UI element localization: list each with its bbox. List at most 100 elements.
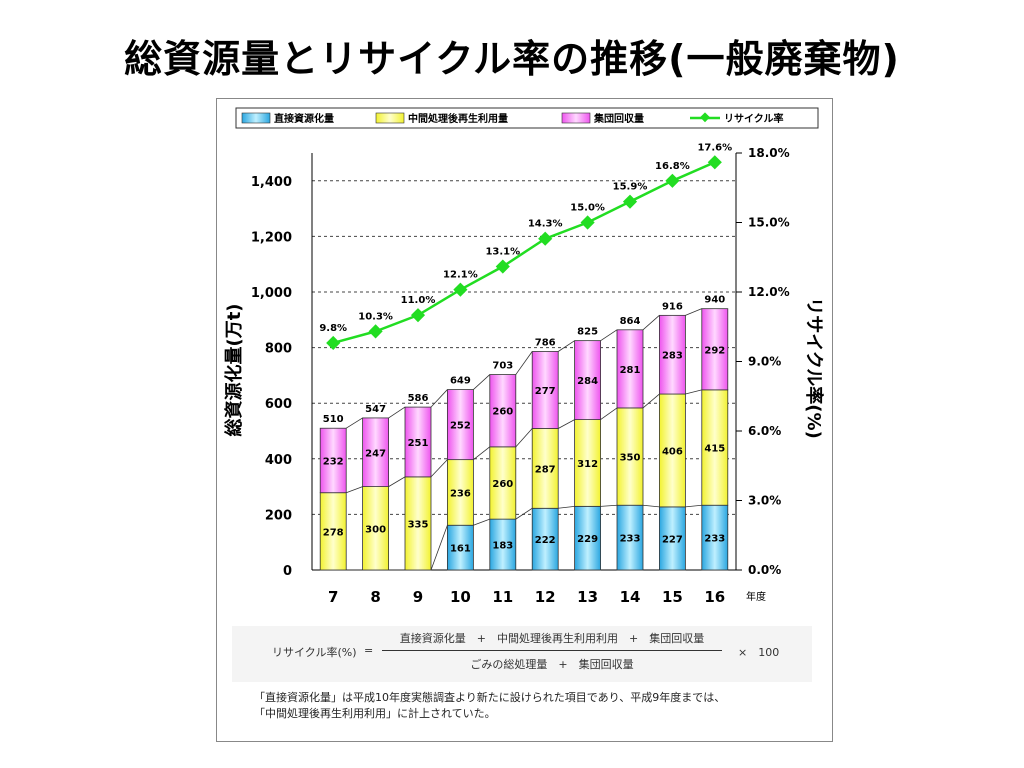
bar-segment [404, 406, 432, 478]
stack-connector [388, 476, 406, 487]
x-tick-label: 13 [577, 588, 598, 606]
bar-segment [659, 506, 686, 571]
y-tick-left: 1,000 [251, 286, 292, 301]
bar-segment [701, 389, 729, 506]
stack-connector [685, 308, 702, 316]
y-tick-right: 9.0% [748, 355, 781, 369]
stack-connector [642, 504, 660, 508]
y-axis-left-label: 総資源化量(万t) [223, 303, 245, 436]
bar-segment [531, 351, 559, 429]
formula-denominator: ごみの総処理量 + 集団回収量 [470, 658, 634, 671]
y-tick-right: 12.0% [748, 285, 790, 299]
recycling-rate-point [538, 231, 553, 246]
stack-connector [557, 340, 575, 352]
bar-value-label: 227 [662, 534, 683, 545]
bar-total-label: 510 [323, 414, 344, 425]
stack-connector [685, 504, 702, 508]
bar-value-label: 260 [492, 479, 513, 490]
recycling-rate-point [622, 194, 638, 209]
stack-connector [430, 389, 448, 408]
bar-total-label: 586 [408, 393, 429, 404]
bar-value-label: 312 [577, 459, 598, 470]
bar-value-label: 252 [450, 421, 471, 432]
stack-connector [558, 419, 575, 429]
slide-title: 総資源量とリサイクル率の推移(一般廃棄物) [124, 37, 900, 81]
stack-connector [473, 446, 491, 460]
recycling-rate-line [332, 161, 716, 345]
footnote-line-1: 「直接資源化量」は平成10年度実態調査より新たに設けられた項目であり、平成9年度… [254, 691, 726, 704]
stack-connector [473, 374, 491, 390]
legend-label: 中間処理後再生利用量 [408, 112, 508, 125]
recycling-rate-label: 17.6% [697, 142, 732, 153]
stack-connector [515, 428, 533, 448]
bar-value-label: 233 [620, 534, 641, 545]
bar-value-label: 335 [408, 519, 429, 530]
bar-total-label: 547 [365, 404, 386, 415]
stack-connector [558, 505, 575, 509]
stack-connector [600, 407, 618, 420]
bar-value-label: 247 [365, 448, 386, 459]
bar-segment [446, 389, 474, 461]
bar-total-label: 864 [620, 316, 641, 327]
footnote: 「直接資源化量」は平成10年度実態調査より新たに設けられた項目であり、平成9年度… [254, 690, 814, 722]
y-tick-left: 1,400 [251, 175, 292, 190]
stack-connector [515, 507, 533, 520]
y-tick-left: 800 [265, 342, 292, 357]
bar-total-label: 940 [704, 295, 725, 306]
bar-value-label: 222 [535, 535, 556, 546]
stack-connector [642, 393, 660, 409]
bar-value-label: 278 [323, 527, 344, 538]
recycling-rate-label: 14.3% [528, 219, 563, 230]
bar-total-label: 825 [577, 327, 598, 338]
bar-value-label: 350 [620, 453, 641, 464]
y-tick-right: 3.0% [748, 494, 781, 508]
y-tick-left: 400 [265, 453, 292, 468]
bar-value-label: 277 [535, 386, 556, 397]
stack-connector [600, 329, 618, 341]
y-tick-right: 18.0% [748, 146, 790, 160]
bar-value-label: 161 [450, 544, 471, 555]
stack-connector [600, 504, 618, 507]
bar-value-label: 292 [704, 345, 725, 356]
y-axis-right-label: リサイクル率(%) [803, 297, 825, 439]
x-tick-label: 10 [450, 588, 471, 606]
y-tick-left: 200 [265, 508, 292, 523]
bar-segment [574, 340, 601, 421]
bar-value-label: 283 [662, 351, 683, 362]
bar-value-label: 300 [365, 524, 386, 535]
y-tick-right: 6.0% [748, 424, 781, 438]
y-tick-right: 15.0% [748, 216, 790, 230]
bar-segment [446, 524, 474, 571]
bar-total-label: 786 [535, 337, 556, 348]
x-tick-label: 9 [413, 588, 423, 606]
bar-segment [574, 419, 601, 507]
formula-multiplier: × 100 [738, 646, 780, 659]
bar-segment [531, 507, 559, 571]
bar-segment [489, 518, 517, 571]
x-tick-label: 14 [620, 588, 641, 606]
y-tick-right: 0.0% [748, 563, 781, 577]
recycling-rate-point [368, 324, 383, 339]
formula-box: リサイクル率(%) = 直接資源化量 + 中間処理後再生利用利用 + 集団回収量… [232, 626, 812, 682]
legend-label: 集団回収量 [593, 112, 644, 125]
stack-connector [473, 518, 490, 526]
recycling-rate-label: 11.0% [401, 295, 436, 306]
bar-segment [574, 505, 601, 571]
y-tick-left: 0 [283, 564, 292, 579]
legend-swatch [375, 112, 405, 124]
legend-label: 直接資源化量 [274, 112, 334, 125]
bar-segment [659, 314, 686, 395]
legend-label: リサイクル率 [724, 112, 784, 125]
legend: 直接資源化量 中間処理後再生利用量 集団回収量 リサイクル率 [241, 112, 784, 125]
recycling-rate-label: 16.8% [655, 161, 690, 172]
y-tick-left: 1,200 [251, 230, 292, 245]
bar-value-label: 284 [577, 376, 598, 387]
legend-swatch [241, 112, 271, 124]
recycling-rate-point [453, 282, 468, 297]
x-tick-label: 8 [370, 588, 380, 606]
recycling-rate-point [707, 155, 722, 170]
stack-connector [346, 486, 363, 494]
legend-swatch [561, 112, 591, 124]
stack-connector [430, 525, 448, 571]
bar-segment [362, 417, 390, 487]
